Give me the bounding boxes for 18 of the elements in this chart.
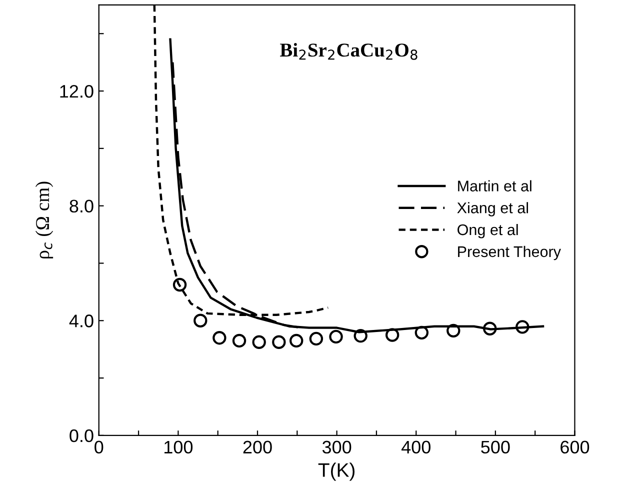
x-tick-label: 200 bbox=[243, 440, 272, 454]
y-tick-label: 12.0 bbox=[60, 84, 94, 98]
x-tick-label: 100 bbox=[164, 440, 193, 454]
legend-label: Present Theory bbox=[458, 246, 561, 260]
legend-label: Ong et al bbox=[458, 224, 518, 238]
x-tick-label: 600 bbox=[560, 440, 590, 454]
y-tick-label: 8.0 bbox=[70, 200, 94, 213]
legend-label: Xiang et al bbox=[457, 202, 528, 216]
y-tick-label: 4.0 bbox=[69, 314, 94, 328]
x-tick-label: 300 bbox=[322, 440, 352, 454]
x-tick-label: 0 bbox=[94, 440, 104, 454]
annotation: Bi$_{2}$Sr$_{2}$CaCu$_{2}$O$_{8}$ bbox=[280, 42, 418, 60]
legend-label: Martin et al bbox=[458, 180, 532, 192]
x-tick-label: 400 bbox=[401, 440, 430, 454]
y-axis-title: ρ$_{c}$ (Ω cm) bbox=[35, 182, 54, 258]
x-axis-title: T(K) bbox=[318, 462, 355, 481]
x-tick-label: 500 bbox=[481, 440, 510, 454]
y-tick-label: 0.0 bbox=[70, 429, 94, 442]
